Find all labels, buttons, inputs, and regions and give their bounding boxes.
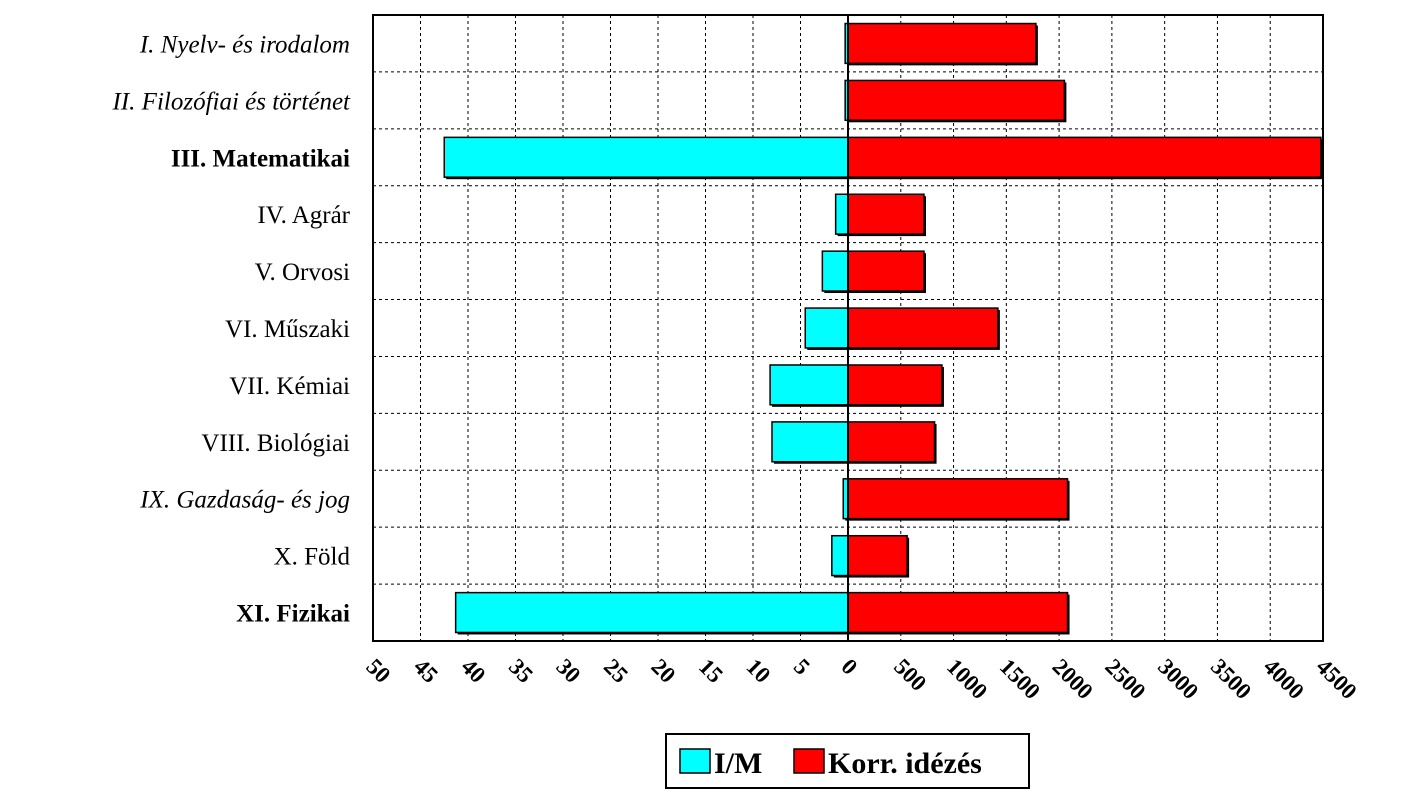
bar-korr xyxy=(847,364,943,406)
category-label: I. Nyelv- és irodalom xyxy=(139,31,350,58)
x-tick-label-im: 10 xyxy=(741,654,775,688)
tick-labels: 50 45 40 35 30 25 20 15 10 5 0 500 1000 1500 2000 2500 3… xyxy=(361,654,1361,704)
x-tick-label-im: 45 xyxy=(409,654,443,688)
category-label: VII. Kémiai xyxy=(229,373,350,400)
bar-korr xyxy=(847,534,908,577)
x-tick-label-korr: 4000 xyxy=(1259,654,1309,704)
legend-label-korr: Korr. idézés xyxy=(828,747,982,780)
bar-im xyxy=(771,421,849,463)
legend-swatch-korr xyxy=(793,748,825,774)
x-tick-label-im: 40 xyxy=(456,654,490,688)
bar-im xyxy=(821,250,849,292)
x-tick-label-korr: 2000 xyxy=(1048,654,1098,704)
bar-im xyxy=(443,136,849,178)
bar-korr xyxy=(847,591,1069,634)
bar-im xyxy=(769,364,849,406)
category-label: VIII. Biológiai xyxy=(201,430,350,457)
bar-korr xyxy=(847,307,999,349)
bar-korr xyxy=(847,193,925,235)
x-tick-label-korr: 4500 xyxy=(1311,654,1361,704)
bar-korr xyxy=(847,250,925,292)
category-label: IV. Agrár xyxy=(257,202,350,229)
x-tick-label-korr: 2500 xyxy=(1100,654,1150,704)
legend-swatch-im xyxy=(679,748,711,774)
bar-im xyxy=(834,193,849,235)
x-tick-label-korr: 3000 xyxy=(1153,654,1203,704)
x-tick-label-im: 30 xyxy=(551,654,585,688)
category-label: IX. Gazdaság- és jog xyxy=(139,487,350,514)
category-label: II. Filozófiai és történet xyxy=(112,88,352,115)
x-tick-label-korr: 3500 xyxy=(1206,654,1256,704)
category-label: XI. Fizikai xyxy=(236,601,350,628)
x-tick-label-korr: 500 xyxy=(889,654,931,696)
x-tick-label-im: 25 xyxy=(599,654,633,688)
bar-im xyxy=(831,534,849,577)
bar-korr xyxy=(847,136,1322,178)
legend-box xyxy=(665,733,1030,789)
bar-im xyxy=(804,307,849,349)
x-tick-label-im: 50 xyxy=(361,654,395,688)
x-tick-label-korr: 1000 xyxy=(942,654,992,704)
x-tick-label-im: 35 xyxy=(504,654,538,688)
category-label: III. Matematikai xyxy=(171,145,350,172)
x-tick-label-im: 5 xyxy=(789,654,815,680)
x-tick-label-im: 20 xyxy=(646,654,680,688)
category-label: VI. Műszaki xyxy=(225,316,350,343)
bar-korr xyxy=(847,22,1037,65)
category-label: V. Orvosi xyxy=(255,259,350,286)
bar-korr xyxy=(847,478,1069,520)
x-tick-label-im: 0 xyxy=(836,654,862,680)
bar-korr xyxy=(847,79,1066,122)
legend-label-im: I/M xyxy=(714,747,762,780)
category-label: X. Föld xyxy=(274,544,351,571)
bars xyxy=(443,22,1323,635)
bar-im xyxy=(454,591,849,634)
category-labels: I. Nyelv- és irodalom II. Filozófiai és t… xyxy=(112,31,352,627)
legend: I/M Korr. idézés xyxy=(665,733,1030,789)
x-tick-label-korr: 1500 xyxy=(995,654,1045,704)
bar-korr xyxy=(847,421,936,463)
x-tick-label-im: 15 xyxy=(694,654,728,688)
